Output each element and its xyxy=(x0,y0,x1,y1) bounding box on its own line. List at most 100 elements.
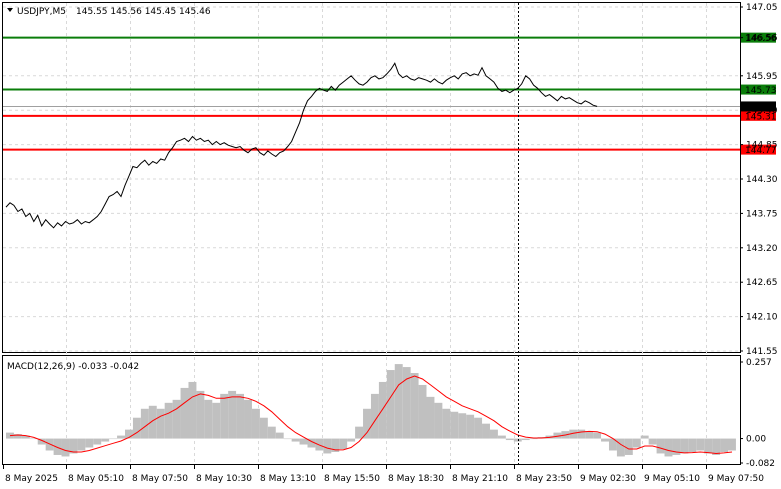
macd-bar xyxy=(236,393,245,439)
price-series xyxy=(5,62,598,229)
level-tag-label: 145.73 xyxy=(745,86,777,96)
macd-bar xyxy=(410,373,419,439)
current-price-tag xyxy=(741,101,776,112)
macd-tick-label: 0.257 xyxy=(746,358,772,368)
price-tick-label: 141.55 xyxy=(746,347,778,357)
macd-bar xyxy=(505,438,514,441)
macd-bar xyxy=(616,438,625,457)
price-tick-label: 145.95 xyxy=(746,72,778,82)
macd-bar xyxy=(331,438,340,452)
time-label: 8 May 21:10 xyxy=(452,474,508,484)
level-tag xyxy=(741,110,776,121)
macd-bar xyxy=(307,438,316,448)
macd-bar xyxy=(386,370,395,439)
macd-bar xyxy=(29,438,38,440)
macd-bar xyxy=(61,438,70,457)
current-price-label: 145.46 xyxy=(745,103,777,113)
macd-axis: 0.257 0.00 -0.082 xyxy=(740,358,775,469)
macd-bar xyxy=(140,408,149,439)
price-line xyxy=(5,62,598,229)
price-tick-label: 146.56 xyxy=(746,34,778,44)
macd-bar xyxy=(664,438,673,457)
macd-tick-label: -0.082 xyxy=(746,459,775,469)
macd-bar xyxy=(339,438,348,449)
macd-bar xyxy=(466,414,475,439)
macd-bar xyxy=(426,396,435,439)
macd-bar xyxy=(164,402,173,439)
macd-bar xyxy=(593,432,602,439)
time-label: 8 May 07:50 xyxy=(132,474,188,484)
macd-bar xyxy=(370,393,379,439)
price-tick-label: 142.10 xyxy=(746,313,778,323)
macd-bar xyxy=(728,438,736,451)
macd-bar xyxy=(125,429,133,439)
macd-bar xyxy=(521,438,530,441)
macd-bar xyxy=(474,417,483,439)
price-axis: 147.05 146.56 145.95 145.40 144.85 144.30 143.… xyxy=(740,3,778,357)
grid xyxy=(3,3,740,464)
macd-bar xyxy=(259,417,268,439)
macd-label: MACD(12,26,9) -0.033 -0.042 xyxy=(7,362,139,372)
macd-bar xyxy=(21,435,30,439)
macd-bar xyxy=(315,438,324,451)
macd-bar xyxy=(585,431,594,439)
price-tick-label: 143.75 xyxy=(746,209,778,219)
macd-bar xyxy=(608,438,617,451)
price-tick-label: 145.40 xyxy=(746,106,778,116)
macd-bar xyxy=(577,429,586,439)
macd-bar xyxy=(275,432,284,439)
macd-bar xyxy=(132,417,141,439)
macd-bar xyxy=(458,413,467,439)
symbol-dropdown-icon[interactable] xyxy=(7,8,13,12)
price-levels: 146.56 145.73 145.31 144.77 145.46 xyxy=(3,32,777,156)
macd-bar xyxy=(220,393,229,439)
macd-bar xyxy=(347,438,356,442)
macd-bar xyxy=(720,438,728,452)
symbol-label: USDJPY,M5 xyxy=(17,7,66,17)
macd-bar xyxy=(6,432,14,439)
macd-bar xyxy=(45,438,54,451)
macd-bar xyxy=(148,405,157,439)
macd-bar xyxy=(244,399,252,439)
macd-bar xyxy=(228,390,237,439)
macd-bar xyxy=(117,435,126,439)
time-label: 8 May 15:50 xyxy=(324,474,380,484)
time-label: 9 May 02:30 xyxy=(580,474,636,484)
price-tick-label: 144.30 xyxy=(746,175,778,185)
price-tick-label: 142.65 xyxy=(746,278,778,288)
macd-bar xyxy=(291,438,300,442)
time-label: 8 May 18:30 xyxy=(388,474,444,484)
level-tag xyxy=(741,144,776,155)
macd-signal-line xyxy=(9,375,733,455)
macd-bar xyxy=(109,438,118,440)
macd-bar xyxy=(513,438,522,442)
macd-bar xyxy=(267,426,276,439)
level-tag xyxy=(741,84,776,95)
macd-bar xyxy=(434,402,443,439)
time-label: 8 May 23:50 xyxy=(516,474,572,484)
ohlc-label: 145.55 145.56 145.45 145.46 xyxy=(76,7,211,17)
macd-bar xyxy=(251,408,260,439)
macd-bar xyxy=(640,435,649,439)
macd-bar xyxy=(323,438,332,454)
macd-bar xyxy=(696,438,705,451)
macd-bar xyxy=(704,438,713,454)
macd-bar xyxy=(680,438,689,454)
price-tick-label: 144.85 xyxy=(746,141,778,151)
level-tag-label: 144.77 xyxy=(745,146,777,156)
macd-bar xyxy=(688,438,697,452)
macd-bar xyxy=(69,438,78,454)
macd-bar xyxy=(402,367,411,439)
macd-bar xyxy=(77,438,86,451)
macd-bar xyxy=(394,364,403,439)
time-axis: 8 May 2025 8 May 05:10 8 May 07:50 8 May 10… xyxy=(3,465,764,484)
macd-bar xyxy=(299,438,308,445)
macd-bar xyxy=(482,423,490,439)
price-tick-label: 147.05 xyxy=(746,3,778,13)
macd-bar xyxy=(489,429,498,439)
macd-bar xyxy=(196,390,205,439)
macd-bar xyxy=(93,438,102,445)
macd-panel-frame xyxy=(2,355,741,465)
